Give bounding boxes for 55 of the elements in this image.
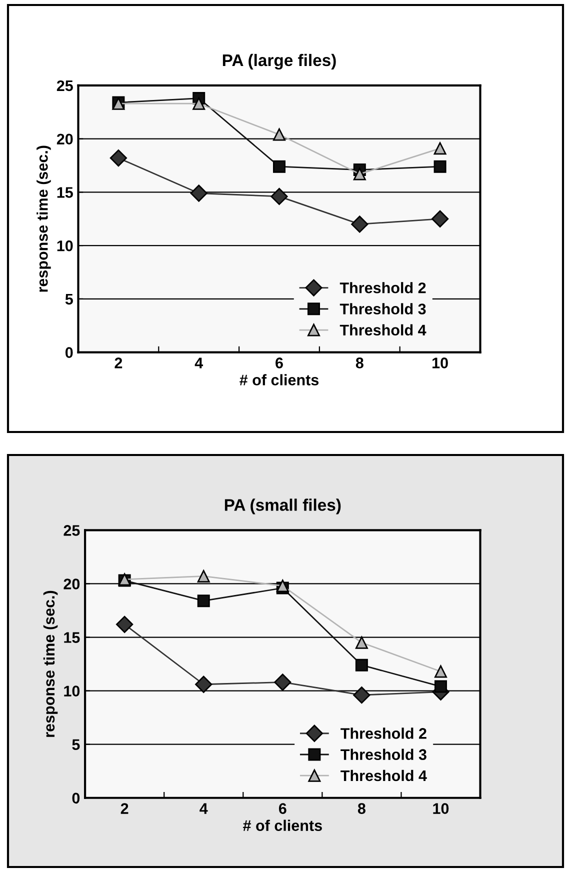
y-tick-label: 0 <box>72 792 80 804</box>
point <box>431 210 449 228</box>
point <box>351 216 368 233</box>
x-axis-title: # of clients <box>243 820 322 831</box>
point <box>195 676 212 693</box>
point <box>270 188 288 206</box>
point <box>110 149 127 167</box>
y-axis-title: response time (sec.) <box>43 590 58 737</box>
legend-label: Threshold 2 <box>340 728 426 739</box>
point <box>192 97 206 110</box>
point <box>355 658 368 672</box>
point <box>190 184 208 202</box>
y-tick-label: 15 <box>64 632 80 643</box>
x-tick-label: 6 <box>278 803 286 814</box>
legend-label: Threshold 3 <box>340 303 426 314</box>
y-tick-label: 10 <box>57 240 73 252</box>
legend-label: Threshold 4 <box>340 770 427 782</box>
x-tick-label: 6 <box>276 358 283 368</box>
point <box>434 665 447 678</box>
legend-label: Threshold 2 <box>340 282 426 294</box>
y-tick-label: 5 <box>72 739 80 750</box>
chart-title: PA (large files) <box>222 54 336 70</box>
point <box>272 160 286 173</box>
y-tick-label: 0 <box>65 347 73 358</box>
point <box>197 570 210 582</box>
x-tick-label: 10 <box>433 803 449 814</box>
point <box>434 680 447 693</box>
x-tick-label: 8 <box>358 803 366 814</box>
x-tick-label: 2 <box>120 803 128 814</box>
point <box>274 674 292 691</box>
y-axis-title: response time (sec.) <box>36 146 51 292</box>
y-tick-label: 20 <box>64 578 80 590</box>
point <box>434 142 446 155</box>
point <box>197 594 210 608</box>
x-tick-label: 8 <box>356 358 364 368</box>
y-tick-label: 25 <box>56 80 73 92</box>
y-tick-label: 15 <box>57 187 73 198</box>
x-tick-label: 4 <box>200 803 208 814</box>
y-tick-label: 10 <box>64 686 80 696</box>
x-axis-title: # of clients <box>240 374 319 386</box>
x-tick-label: 10 <box>432 358 448 368</box>
x-tick-label: 4 <box>194 358 204 368</box>
point <box>434 160 446 173</box>
point <box>116 616 134 633</box>
y-tick-label: 20 <box>56 134 73 145</box>
y-tick-label: 5 <box>65 294 73 305</box>
legend-label: Threshold 3 <box>340 748 426 760</box>
x-tick-label: 2 <box>114 358 122 368</box>
y-tick-label: 25 <box>64 525 80 536</box>
legend-label: Threshold 4 <box>340 324 426 336</box>
chart-title: PA (small files) <box>224 498 341 514</box>
point <box>353 168 366 180</box>
point <box>353 686 370 704</box>
point <box>272 128 286 141</box>
point <box>355 636 368 649</box>
